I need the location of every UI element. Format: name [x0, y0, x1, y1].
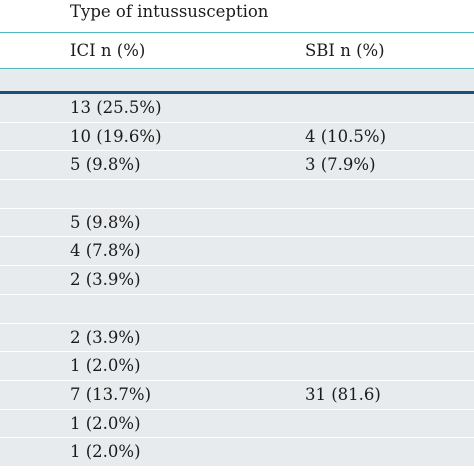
table-row [0, 294, 474, 324]
cell-ici: 10 (19.6%) [70, 126, 162, 146]
table-row: 13 (25.5%) [0, 94, 474, 123]
table-row: 5 (9.8%) [0, 208, 474, 238]
cell-ici: 2 (3.9%) [70, 327, 141, 347]
cell-sbi: 31 (81.6) [305, 384, 381, 404]
cell-ici: 2 (3.9%) [70, 270, 141, 290]
table-row: 10 (19.6%) 4 (10.5%) [0, 122, 474, 152]
table-row: 4 (7.8%) [0, 237, 474, 267]
cell-ici: 5 (9.8%) [70, 155, 141, 175]
table-row: 7 (13.7%) 31 (81.6) [0, 380, 474, 410]
cell-ici: 5 (9.8%) [70, 212, 141, 232]
cell-ici: 1 (2.0%) [70, 356, 141, 376]
table-divider [0, 91, 474, 94]
cell-ici: 13 (25.5%) [70, 98, 162, 117]
table-row-blank [0, 69, 474, 91]
cell-sbi: 3 (7.9%) [305, 155, 376, 175]
table-column-headers: ICI n (%) SBI n (%) [0, 33, 474, 68]
table-row: 1 (2.0%) [0, 438, 474, 467]
table-row: 1 (2.0%) [0, 409, 474, 439]
table-body: 13 (25.5%) 10 (19.6%) 4 (10.5%) 5 (9.8%)… [0, 94, 474, 467]
cell-sbi: 4 (10.5%) [305, 126, 387, 146]
cell-ici: 1 (2.0%) [70, 413, 141, 433]
table-row: 2 (3.9%) [0, 323, 474, 353]
column-header-sbi: SBI n (%) [305, 41, 385, 60]
table-row [0, 180, 474, 209]
table-group-header: Type of intussusception [0, 0, 474, 33]
cell-ici: 1 (2.0%) [70, 442, 141, 462]
cell-ici: 7 (13.7%) [70, 384, 152, 404]
table-row: 5 (9.8%) 3 (7.9%) [0, 151, 474, 181]
column-header-ici: ICI n (%) [70, 41, 146, 60]
group-header-label: Type of intussusception [70, 2, 269, 21]
table-row: 1 (2.0%) [0, 352, 474, 381]
table-row: 2 (3.9%) [0, 266, 474, 295]
header-divider [0, 68, 474, 69]
cell-ici: 4 (7.8%) [70, 241, 141, 261]
